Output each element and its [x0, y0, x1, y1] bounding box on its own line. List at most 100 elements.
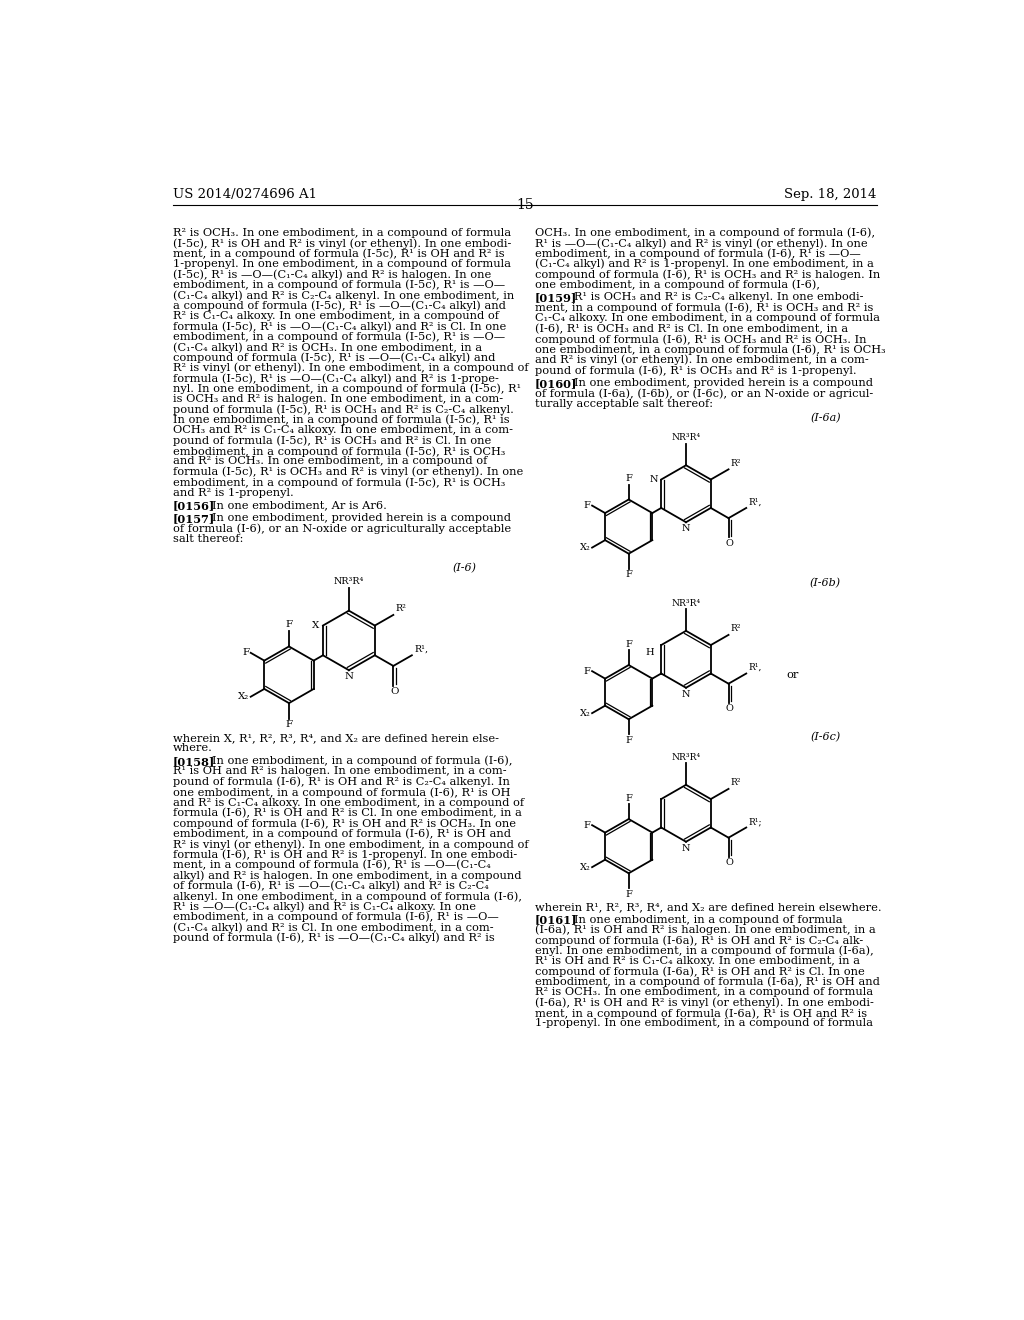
Text: wherein R¹, R², R³, R⁴, and X₂ are defined herein elsewhere.: wherein R¹, R², R³, R⁴, and X₂ are defin…: [535, 902, 882, 912]
Text: NR³R⁴: NR³R⁴: [672, 598, 700, 607]
Text: of formula (I-6), or an N-oxide or agriculturally acceptable: of formula (I-6), or an N-oxide or agric…: [173, 524, 511, 535]
Text: nyl. In one embodiment, in a compound of formula (I-5c), R¹: nyl. In one embodiment, in a compound of…: [173, 384, 521, 395]
Text: and R² is 1-propenyl.: and R² is 1-propenyl.: [173, 487, 294, 498]
Text: R² is OCH₃. In one embodiment, in a compound of formula: R² is OCH₃. In one embodiment, in a comp…: [173, 227, 511, 238]
Text: compound of formula (I-6), R¹ is OCH₃ and R² is OCH₃. In: compound of formula (I-6), R¹ is OCH₃ an…: [535, 334, 866, 345]
Text: compound of formula (I-5c), R¹ is —O—(C₁-C₄ alkyl) and: compound of formula (I-5c), R¹ is —O—(C₁…: [173, 352, 496, 363]
Text: (C₁-C₄ alkyl) and R² is OCH₃. In one embodiment, in a: (C₁-C₄ alkyl) and R² is OCH₃. In one emb…: [173, 342, 482, 352]
Text: pound of formula (I-6), R¹ is —O—(C₁-C₄ alkyl) and R² is: pound of formula (I-6), R¹ is —O—(C₁-C₄ …: [173, 933, 495, 944]
Text: pound of formula (I-6), R¹ is OH and R² is C₂-C₄ alkenyl. In: pound of formula (I-6), R¹ is OH and R² …: [173, 776, 510, 787]
Text: embodiment, in a compound of formula (I-5c), R¹ is OCH₃: embodiment, in a compound of formula (I-…: [173, 446, 505, 457]
Text: turally acceptable salt thereof:: turally acceptable salt thereof:: [535, 399, 713, 409]
Text: F: F: [626, 570, 632, 579]
Text: X₂: X₂: [580, 709, 591, 718]
Text: (I-6a): (I-6a): [810, 413, 841, 424]
Text: F: F: [626, 890, 632, 899]
Text: embodiment, in a compound of formula (I-6), R¹ is —O—: embodiment, in a compound of formula (I-…: [535, 248, 860, 259]
Text: (I-6): (I-6): [453, 564, 477, 574]
Text: OCH₃. In one embodiment, in a compound of formula (I-6),: OCH₃. In one embodiment, in a compound o…: [535, 227, 874, 239]
Text: of formula (I-6), R¹ is —O—(C₁-C₄ alkyl) and R² is C₂-C₄: of formula (I-6), R¹ is —O—(C₁-C₄ alkyl)…: [173, 880, 488, 891]
Text: (C₁-C₄ alkyl) and R² is 1-propenyl. In one embodiment, in a: (C₁-C₄ alkyl) and R² is 1-propenyl. In o…: [535, 259, 873, 269]
Text: [0156]: [0156]: [173, 500, 215, 511]
Text: one embodiment, in a compound of formula (I-6), R¹ is OH: one embodiment, in a compound of formula…: [173, 787, 510, 797]
Text: In one embodiment, Ar is Ar6.: In one embodiment, Ar is Ar6.: [212, 500, 387, 511]
Text: F: F: [286, 721, 293, 729]
Text: R¹,: R¹,: [749, 498, 762, 507]
Text: alkyl) and R² is halogen. In one embodiment, in a compound: alkyl) and R² is halogen. In one embodim…: [173, 870, 521, 880]
Text: R¹ is —O—(C₁-C₄ alkyl) and R² is C₁-C₄ alkoxy. In one: R¹ is —O—(C₁-C₄ alkyl) and R² is C₁-C₄ a…: [173, 902, 476, 912]
Text: F: F: [286, 620, 293, 630]
Text: F: F: [584, 502, 591, 510]
Text: R¹;: R¹;: [749, 817, 762, 826]
Text: formula (I-5c), R¹ is —O—(C₁-C₄ alkyl) and R² is Cl. In one: formula (I-5c), R¹ is —O—(C₁-C₄ alkyl) a…: [173, 321, 506, 331]
Text: wherein X, R¹, R², R³, R⁴, and X₂ are defined herein else-: wherein X, R¹, R², R³, R⁴, and X₂ are de…: [173, 733, 499, 743]
Text: O: O: [390, 688, 399, 696]
Text: [0158]: [0158]: [173, 756, 215, 767]
Text: (I-6), R¹ is OCH₃ and R² is Cl. In one embodiment, in a: (I-6), R¹ is OCH₃ and R² is Cl. In one e…: [535, 323, 848, 334]
Text: 1-propenyl. In one embodiment, in a compound of formula: 1-propenyl. In one embodiment, in a comp…: [173, 259, 511, 269]
Text: formula (I-6), R¹ is OH and R² is 1-propenyl. In one embodi-: formula (I-6), R¹ is OH and R² is 1-prop…: [173, 850, 517, 861]
Text: [0157]: [0157]: [173, 513, 215, 524]
Text: R¹ is OCH₃ and R² is C₂-C₄ alkenyl. In one embodi-: R¹ is OCH₃ and R² is C₂-C₄ alkenyl. In o…: [573, 293, 863, 302]
Text: compound of formula (I-6a), R¹ is OH and R² is Cl. In one: compound of formula (I-6a), R¹ is OH and…: [535, 966, 864, 977]
Text: OCH₃ and R² is C₁-C₄ alkoxy. In one embodiment, in a com-: OCH₃ and R² is C₁-C₄ alkoxy. In one embo…: [173, 425, 513, 436]
Text: and R² is OCH₃. In one embodiment, in a compound of: and R² is OCH₃. In one embodiment, in a …: [173, 457, 487, 466]
Text: R¹ is OH and R² is halogen. In one embodiment, in a com-: R¹ is OH and R² is halogen. In one embod…: [173, 767, 507, 776]
Text: X₂: X₂: [580, 863, 591, 871]
Text: compound of formula (I-6), R¹ is OCH₃ and R² is halogen. In: compound of formula (I-6), R¹ is OCH₃ an…: [535, 269, 880, 280]
Text: (C₁-C₄ alkyl) and R² is Cl. In one embodiment, in a com-: (C₁-C₄ alkyl) and R² is Cl. In one embod…: [173, 923, 494, 933]
Text: (I-5c), R¹ is OH and R² is vinyl (or ethenyl). In one embodi-: (I-5c), R¹ is OH and R² is vinyl (or eth…: [173, 238, 511, 248]
Text: (I-6a), R¹ is OH and R² is halogen. In one embodiment, in a: (I-6a), R¹ is OH and R² is halogen. In o…: [535, 925, 876, 936]
Text: embodiment, in a compound of formula (I-5c), R¹ is —O—: embodiment, in a compound of formula (I-…: [173, 280, 505, 290]
Text: enyl. In one embodiment, in a compound of formula (I-6a),: enyl. In one embodiment, in a compound o…: [535, 945, 873, 956]
Text: compound of formula (I-6), R¹ is OH and R² is OCH₃. In one: compound of formula (I-6), R¹ is OH and …: [173, 818, 516, 829]
Text: [0161]: [0161]: [535, 915, 578, 925]
Text: F: F: [584, 821, 591, 830]
Text: embodiment, in a compound of formula (I-6), R¹ is —O—: embodiment, in a compound of formula (I-…: [173, 912, 499, 923]
Text: In one embodiment, provided herein is a compound: In one embodiment, provided herein is a …: [212, 513, 511, 523]
Text: O: O: [726, 539, 734, 548]
Text: In one embodiment, in a compound of formula: In one embodiment, in a compound of form…: [573, 915, 843, 924]
Text: In one embodiment, in a compound of formula (I-5c), R¹ is: In one embodiment, in a compound of form…: [173, 414, 510, 425]
Text: O: O: [726, 704, 734, 713]
Text: N: N: [682, 524, 690, 533]
Text: US 2014/0274696 A1: US 2014/0274696 A1: [173, 187, 317, 201]
Text: X: X: [312, 620, 319, 630]
Text: or: or: [786, 669, 799, 680]
Text: (C₁-C₄ alkyl) and R² is C₂-C₄ alkenyl. In one embodiment, in: (C₁-C₄ alkyl) and R² is C₂-C₄ alkenyl. I…: [173, 290, 514, 301]
Text: NR³R⁴: NR³R⁴: [334, 577, 365, 586]
Text: compound of formula (I-6a), R¹ is OH and R² is C₂-C₄ alk-: compound of formula (I-6a), R¹ is OH and…: [535, 936, 863, 946]
Text: R¹ is —O—(C₁-C₄ alkyl) and R² is vinyl (or ethenyl). In one: R¹ is —O—(C₁-C₄ alkyl) and R² is vinyl (…: [535, 238, 867, 248]
Text: a compound of formula (I-5c), R¹ is —O—(C₁-C₄ alkyl) and: a compound of formula (I-5c), R¹ is —O—(…: [173, 301, 506, 312]
Text: and R² is vinyl (or ethenyl). In one embodiment, in a com-: and R² is vinyl (or ethenyl). In one emb…: [535, 355, 868, 366]
Text: embodiment, in a compound of formula (I-6), R¹ is OH and: embodiment, in a compound of formula (I-…: [173, 829, 511, 840]
Text: Sep. 18, 2014: Sep. 18, 2014: [784, 187, 877, 201]
Text: of formula (I-6a), (I-6b), or (I-6c), or an N-oxide or agricul-: of formula (I-6a), (I-6b), or (I-6c), or…: [535, 388, 873, 399]
Text: one embodiment, in a compound of formula (I-6),: one embodiment, in a compound of formula…: [535, 280, 820, 290]
Text: R² is vinyl (or ethenyl). In one embodiment, in a compound of: R² is vinyl (or ethenyl). In one embodim…: [173, 840, 528, 850]
Text: N: N: [650, 475, 658, 484]
Text: (I-5c), R¹ is —O—(C₁-C₄ alkyl) and R² is halogen. In one: (I-5c), R¹ is —O—(C₁-C₄ alkyl) and R² is…: [173, 269, 492, 280]
Text: pound of formula (I-5c), R¹ is OCH₃ and R² is C₂-C₄ alkenyl.: pound of formula (I-5c), R¹ is OCH₃ and …: [173, 404, 514, 414]
Text: [0160]: [0160]: [535, 378, 578, 389]
Text: ment, in a compound of formula (I-6), R¹ is —O—(C₁-C₄: ment, in a compound of formula (I-6), R¹…: [173, 859, 490, 870]
Text: pound of formula (I-5c), R¹ is OCH₃ and R² is Cl. In one: pound of formula (I-5c), R¹ is OCH₃ and …: [173, 436, 492, 446]
Text: where.: where.: [173, 743, 213, 754]
Text: R² is vinyl (or ethenyl). In one embodiment, in a compound of: R² is vinyl (or ethenyl). In one embodim…: [173, 363, 528, 374]
Text: ment, in a compound of formula (I-5c), R¹ is OH and R² is: ment, in a compound of formula (I-5c), R…: [173, 248, 505, 259]
Text: salt thereof:: salt thereof:: [173, 533, 244, 544]
Text: In one embodiment, provided herein is a compound: In one embodiment, provided herein is a …: [573, 378, 872, 388]
Text: [0159]: [0159]: [535, 293, 578, 304]
Text: F: F: [626, 793, 632, 803]
Text: formula (I-5c), R¹ is OCH₃ and R² is vinyl (or ethenyl). In one: formula (I-5c), R¹ is OCH₃ and R² is vin…: [173, 467, 523, 478]
Text: R²: R²: [731, 779, 741, 787]
Text: H: H: [646, 648, 654, 657]
Text: C₁-C₄ alkoxy. In one embodiment, in a compound of formula: C₁-C₄ alkoxy. In one embodiment, in a co…: [535, 313, 880, 323]
Text: R¹,: R¹,: [749, 663, 762, 672]
Text: and R² is C₁-C₄ alkoxy. In one embodiment, in a compound of: and R² is C₁-C₄ alkoxy. In one embodimen…: [173, 797, 524, 808]
Text: R²: R²: [731, 459, 741, 467]
Text: (I-6c): (I-6c): [811, 733, 841, 743]
Text: R¹ is OH and R² is C₁-C₄ alkoxy. In one embodiment, in a: R¹ is OH and R² is C₁-C₄ alkoxy. In one …: [535, 956, 860, 966]
Text: alkenyl. In one embodiment, in a compound of formula (I-6),: alkenyl. In one embodiment, in a compoun…: [173, 891, 522, 902]
Text: X₂: X₂: [580, 543, 591, 552]
